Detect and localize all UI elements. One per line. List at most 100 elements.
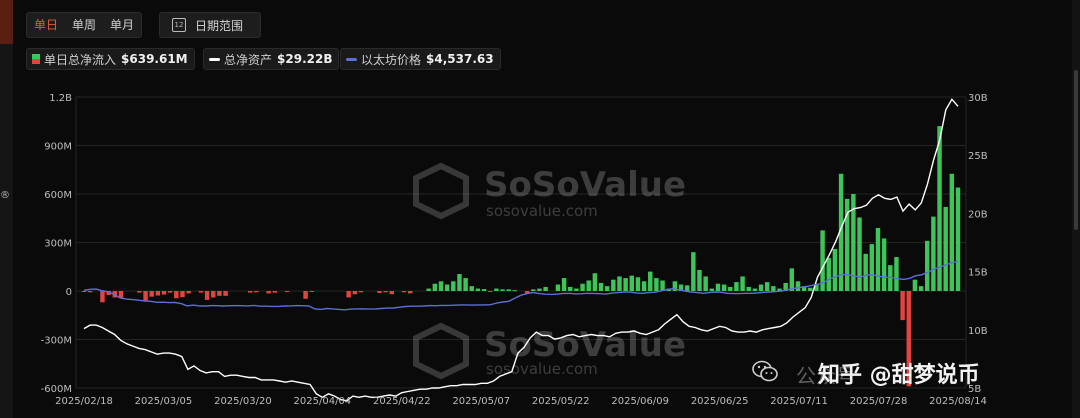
period-day-tab[interactable]: 单日 (34, 18, 59, 32)
inflow-bar (617, 276, 622, 291)
inflow-bar (143, 291, 148, 301)
legend-name: 以太坊价格 (361, 52, 422, 67)
watermark: SoSoValue sosovalue.com SoSoValue sosova… (413, 162, 686, 380)
legend-total-assets[interactable]: 总净资产 $29.22B (203, 48, 340, 70)
watermark-brand: SoSoValue (484, 165, 686, 205)
inflow-bar (611, 279, 616, 291)
y-right-tick-label: 10B (968, 326, 988, 337)
y-left-tick-label: 0 (66, 287, 72, 298)
inflow-bar (303, 291, 308, 299)
x-tick-label: 2025/07/28 (850, 396, 908, 407)
inflow-bar (654, 278, 659, 291)
inflow-bar (174, 291, 179, 299)
inflow-bar (943, 206, 948, 291)
x-tick-label: 2025/04/04 (294, 396, 352, 407)
inflow-bar (851, 194, 856, 291)
inflow-bar (438, 281, 444, 291)
inflow-bar (955, 187, 961, 291)
inflow-bar (844, 198, 850, 291)
y-left-tick-label: 900M (44, 142, 72, 153)
inflow-bar (167, 291, 173, 293)
legend-eth-price[interactable]: 以太坊价格 $4,537.63 (340, 48, 501, 70)
inflow-bar (180, 291, 185, 298)
inflow-bar (512, 290, 518, 292)
inflow-bar (697, 269, 702, 291)
inflow-bar (137, 291, 142, 293)
scrollbar[interactable] (1072, 0, 1080, 418)
inflow-bar (531, 289, 536, 291)
inflow-bar (684, 285, 690, 291)
inflow-bar (574, 288, 579, 291)
inflow-bar (463, 278, 468, 291)
inflow-bar (100, 291, 105, 303)
inflow-bar (635, 277, 641, 291)
inflow-bar (826, 257, 831, 291)
inflow-bar (426, 288, 431, 291)
line-swatch-icon (346, 57, 357, 61)
legend-value: $639.61M (121, 52, 188, 66)
inflow-bar (407, 291, 413, 294)
author-credit: 知乎 @甜梦说币 (818, 363, 980, 388)
period-week-tab[interactable]: 单周 (72, 18, 97, 32)
inflow-bar (247, 291, 253, 293)
x-axis-labels: 2025/02/18 2025/03/05 2025/03/20 2025/04/04… (55, 396, 987, 407)
inflow-bar (881, 238, 887, 291)
line-swatch-icon (209, 57, 220, 61)
inflow-bar (211, 291, 216, 298)
inflow-bar (857, 217, 862, 291)
legend-name: 总净资产 (224, 52, 273, 67)
inflow-bar (918, 286, 924, 291)
x-tick-label: 2025/03/05 (135, 396, 193, 407)
inflow-bar (931, 216, 936, 291)
inflow-bar (457, 274, 462, 291)
inflow-bar (432, 283, 438, 291)
inflow-bar (801, 286, 807, 291)
legend-name: 单日总净流入 (44, 52, 117, 67)
eth-price-line (83, 260, 959, 311)
inflow-bar (949, 173, 955, 291)
date-range-button[interactable]: 12 日期范围 (159, 12, 261, 38)
inflow-bar (771, 286, 776, 291)
calendar-icon: 12 (172, 18, 186, 32)
inflow-bar (284, 291, 290, 292)
inflow-bar (789, 268, 795, 291)
inflow-bar (81, 291, 87, 292)
inflow-bar (401, 291, 407, 293)
inflow-bar (832, 248, 838, 291)
inflow-bar (451, 281, 456, 291)
inflow-bar (118, 291, 124, 299)
scrollbar-thumb[interactable] (1074, 70, 1078, 230)
inflow-bar (87, 291, 93, 293)
inflow-bar (537, 288, 542, 291)
inflow-bar (155, 291, 161, 296)
inflow-bar (186, 291, 191, 294)
inflow-bar (795, 281, 801, 291)
inflow-bar (506, 289, 511, 291)
y-right-tick-label: 30B (968, 93, 988, 104)
inflow-bar (623, 278, 628, 291)
inflow-bar (524, 291, 530, 294)
legend-daily-inflow[interactable]: 单日总净流入 $639.61M (26, 48, 195, 70)
inflow-bar (715, 283, 721, 291)
period-month-tab[interactable]: 单月 (110, 18, 135, 32)
inflow-bar (746, 286, 751, 291)
inflow-bar (266, 291, 271, 294)
x-tick-label: 2025/05/07 (452, 396, 510, 407)
inflow-bar (358, 291, 364, 293)
inflow-bar (592, 273, 598, 291)
y-left-tick-label: -600M (41, 384, 72, 395)
bar-swatch-icon (32, 54, 40, 64)
x-tick-label: 2025/06/09 (611, 396, 669, 407)
inflow-bar (660, 280, 665, 291)
inflow-bar (678, 284, 684, 291)
y-left-tick-label: 300M (44, 239, 72, 250)
inflow-bar (494, 288, 499, 291)
wechat-icon (752, 360, 778, 382)
credit-overlay: 公众号 (796, 364, 856, 388)
inflow-bar (568, 286, 573, 291)
inflow-bar (500, 289, 505, 291)
inflow-bar (204, 291, 210, 300)
x-tick-label: 2025/03/20 (214, 396, 272, 407)
inflow-bar (906, 291, 911, 387)
